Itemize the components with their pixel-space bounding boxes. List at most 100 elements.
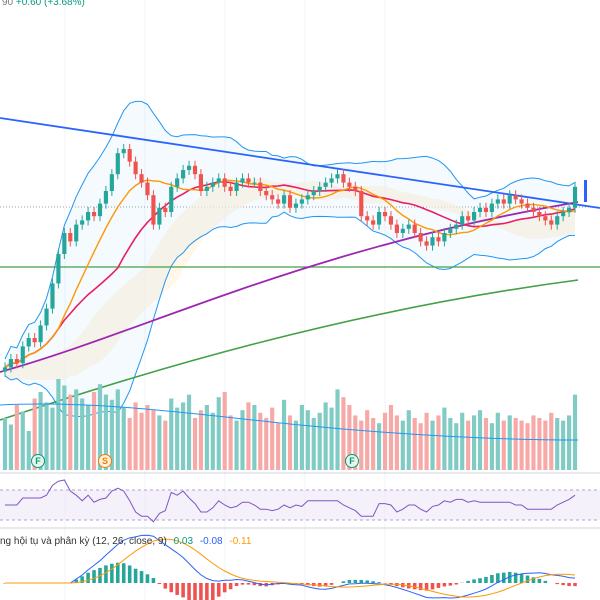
volume-bar: [121, 407, 126, 470]
candle-body: [555, 216, 560, 225]
macd-hist-bar: [104, 565, 108, 583]
volume-bar: [293, 420, 299, 470]
candle-body: [430, 237, 435, 246]
candle-body: [394, 224, 399, 233]
candle-body: [192, 165, 198, 175]
macd-hist-bar: [3, 583, 7, 584]
macd-hist-bar: [543, 580, 548, 583]
macd-hist-bar: [478, 578, 482, 583]
candle-body: [287, 195, 293, 208]
candle-body: [561, 212, 566, 217]
macd-hist-bar: [181, 583, 185, 598]
candle-body: [483, 207, 489, 212]
rsi-band: [0, 490, 600, 520]
candle-body: [121, 149, 126, 154]
candle-body: [103, 191, 108, 204]
macd-hist-bar: [193, 583, 197, 600]
macd-hist-bar: [567, 583, 571, 587]
volume-bar: [157, 415, 162, 470]
macd-hist-bar: [347, 579, 352, 583]
candle-body: [376, 212, 382, 225]
volume-bar: [86, 405, 91, 470]
candle-body: [109, 174, 114, 191]
volume-bar: [109, 399, 114, 470]
candles: [2, 143, 587, 377]
candle-body: [525, 203, 530, 208]
volume-bar: [406, 410, 411, 470]
candle-body: [472, 212, 477, 221]
volume-bar: [311, 418, 316, 470]
volume-bar: [80, 398, 85, 470]
candle-body: [549, 220, 554, 225]
volume-bar: [335, 389, 340, 470]
volume-bar: [38, 392, 43, 470]
volume-bar: [365, 410, 370, 470]
macd-hist-bar: [222, 583, 227, 593]
marker-f-1[interactable]: F: [31, 454, 45, 468]
macd-hist-bar: [472, 579, 476, 583]
candle-body: [115, 153, 120, 175]
macd-hist-bar: [365, 580, 369, 583]
candle-body: [56, 254, 61, 284]
candle-body: [281, 195, 287, 204]
marker-s[interactable]: S: [98, 454, 112, 468]
candle-body: [341, 174, 346, 183]
candle-body: [489, 203, 494, 212]
candle-body: [436, 237, 441, 242]
candle-body: [567, 207, 572, 212]
macd-hist-bar: [424, 583, 429, 591]
volume-bar: [347, 405, 352, 470]
candle-body: [38, 325, 43, 343]
volume-bar: [91, 392, 97, 470]
candle-body: [20, 346, 25, 364]
candle-body: [442, 233, 447, 242]
candle-body: [543, 216, 548, 221]
candle-body: [335, 174, 340, 179]
volume-bar: [151, 410, 156, 470]
macd-hist-bar: [234, 583, 239, 587]
volume-bar: [68, 394, 73, 470]
macd-hist-bar: [436, 583, 441, 588]
volume-bar: [20, 411, 25, 470]
candle-body: [97, 203, 103, 217]
candle-body: [68, 233, 73, 242]
volume-bar: [32, 398, 37, 470]
macd-title: ng hội tụ và phân kỳ (12, 26, close, 9): [0, 536, 167, 547]
macd-hist-bar: [418, 583, 423, 591]
candle-body: [62, 233, 67, 254]
marker-f-2[interactable]: F: [345, 454, 359, 468]
volume-bar: [127, 418, 132, 470]
candle-body: [151, 195, 156, 225]
macd-hist-bar: [323, 583, 328, 587]
volume-bar: [276, 423, 281, 470]
volume-bar: [56, 379, 61, 470]
volume-bar: [436, 415, 441, 470]
macd-hist-bar: [145, 574, 150, 583]
macd-hist-bar: [496, 573, 500, 583]
volume-bar: [305, 410, 310, 470]
volume-bar: [139, 412, 144, 470]
volume-bar: [169, 398, 174, 470]
volume-bar: [163, 420, 168, 470]
candle-body: [329, 178, 334, 183]
candle-body: [371, 220, 376, 225]
volume-bar: [103, 394, 108, 470]
volume-bar: [477, 410, 483, 470]
candle-body: [169, 186, 174, 212]
candle-body: [246, 178, 251, 183]
candle-body: [228, 186, 233, 191]
macd-hist-bar: [157, 583, 162, 585]
candle-body: [139, 174, 144, 183]
volume-bar: [240, 410, 245, 470]
volume-ma: [0, 403, 579, 441]
volume-bar: [204, 405, 209, 470]
macd-hist-bar: [442, 583, 447, 587]
macd-hist-bar: [573, 583, 577, 587]
volume-bar: [525, 423, 530, 470]
volume-bar: [258, 412, 263, 470]
volume-bar: [74, 389, 79, 470]
volume-bar: [329, 407, 334, 470]
volume-bar: [210, 412, 215, 470]
candle-body: [323, 182, 328, 187]
